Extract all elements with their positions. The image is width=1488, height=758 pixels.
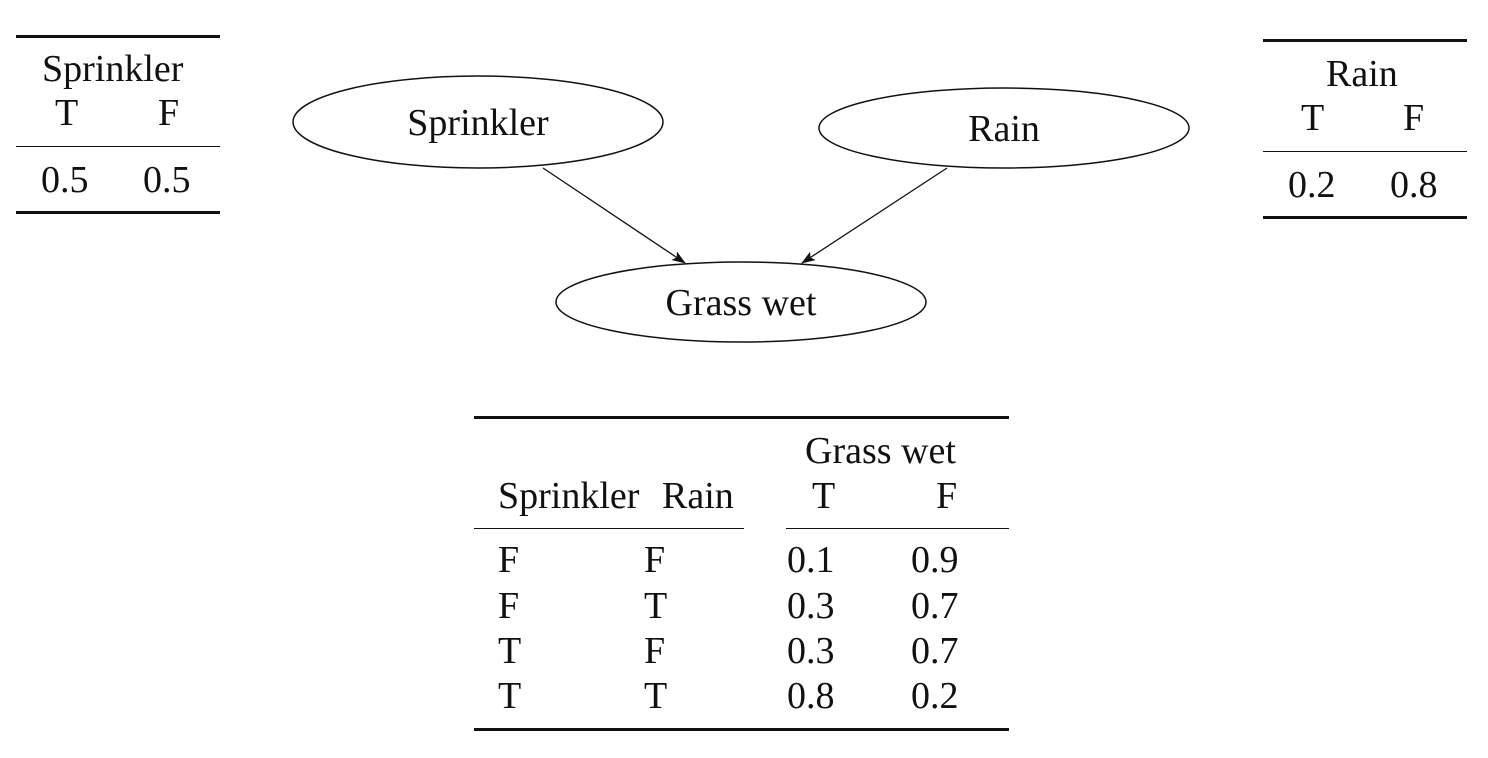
group-title: Grass wet bbox=[805, 432, 956, 470]
col-header-rain: Rain bbox=[662, 477, 734, 515]
table-top-rule bbox=[474, 416, 1009, 419]
node-rain-label: Rain bbox=[968, 108, 1040, 150]
col-header-t: T bbox=[812, 477, 835, 515]
cell-rain: T bbox=[644, 677, 667, 715]
node-sprinkler: Sprinkler bbox=[293, 76, 663, 168]
cell-sprinkler: T bbox=[498, 632, 521, 670]
edge-rain-to-grass-wet bbox=[802, 168, 947, 263]
cell-f: 0.7 bbox=[911, 632, 959, 670]
cell-sprinkler: T bbox=[498, 677, 521, 715]
node-rain: Rain bbox=[819, 88, 1189, 168]
node-grass-wet-label: Grass wet bbox=[666, 282, 817, 324]
table-bottom-rule bbox=[474, 728, 1009, 731]
cell-t: 0.8 bbox=[787, 677, 835, 715]
cell-f: 0.9 bbox=[911, 541, 959, 579]
cell-rain: T bbox=[644, 587, 667, 625]
node-grass-wet: Grass wet bbox=[556, 262, 926, 342]
cell-t: 0.1 bbox=[787, 541, 835, 579]
cell-t: 0.3 bbox=[787, 587, 835, 625]
cell-sprinkler: F bbox=[498, 541, 519, 579]
col-header-f: F bbox=[936, 477, 957, 515]
cell-sprinkler: F bbox=[498, 587, 519, 625]
cell-f: 0.2 bbox=[911, 677, 959, 715]
cell-rain: F bbox=[644, 632, 665, 670]
cell-f: 0.7 bbox=[911, 587, 959, 625]
cell-rain: F bbox=[644, 541, 665, 579]
table-mid-rule-left bbox=[474, 528, 744, 529]
cell-t: 0.3 bbox=[787, 632, 835, 670]
node-sprinkler-label: Sprinkler bbox=[407, 102, 549, 144]
col-header-sprinkler: Sprinkler bbox=[498, 477, 639, 515]
table-mid-rule-right bbox=[786, 528, 1009, 529]
edge-sprinkler-to-grass-wet bbox=[543, 168, 685, 263]
